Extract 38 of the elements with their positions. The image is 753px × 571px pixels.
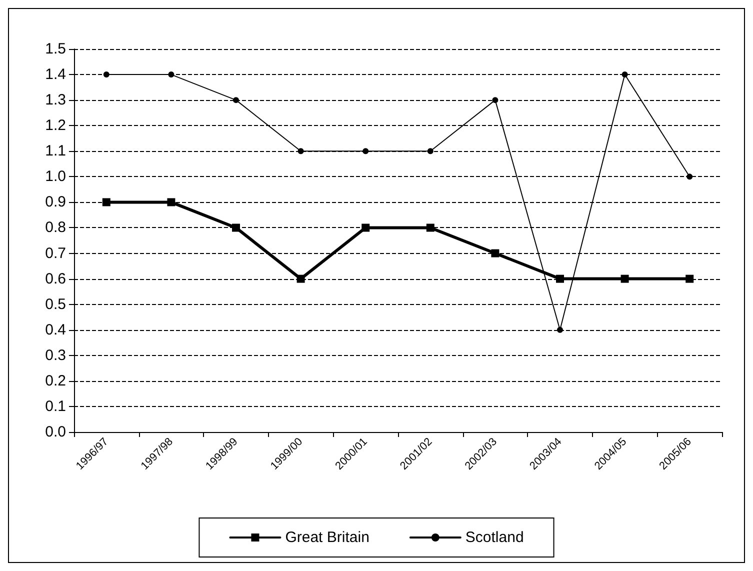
- y-tick-label: 0.5: [45, 296, 66, 313]
- point: [168, 72, 174, 78]
- legend-label: Scotland: [465, 529, 524, 546]
- point: [103, 72, 110, 78]
- point: [686, 174, 693, 180]
- y-tick-label: 1.1: [45, 142, 66, 160]
- y-tick-label: 0.1: [45, 398, 66, 415]
- y-tick-label: 0.7: [45, 244, 66, 262]
- y-tick-label: 1.2: [45, 117, 66, 134]
- y-tick-label: 1.0: [45, 168, 66, 186]
- point: [232, 224, 240, 232]
- y-tick-label: 0.0: [45, 424, 66, 440]
- point: [492, 97, 498, 104]
- y-tick-label: 0.8: [45, 219, 66, 236]
- y-tick-label: 0.3: [45, 346, 66, 364]
- y-tick-label: 1.5: [45, 40, 66, 58]
- point: [686, 274, 694, 283]
- legend-label: Great Britain: [285, 529, 370, 546]
- y-tick-label: 1.3: [45, 92, 66, 109]
- point: [296, 274, 305, 283]
- point: [362, 148, 369, 154]
- point: [233, 97, 239, 104]
- y-tick-label: 0.4: [45, 321, 66, 338]
- y-tick-label: 0.6: [45, 270, 66, 288]
- point: [491, 249, 500, 258]
- point: [298, 148, 304, 154]
- point: [362, 224, 370, 232]
- point: [557, 326, 563, 333]
- point: [620, 274, 629, 283]
- y-tick-label: 0.9: [45, 194, 66, 211]
- point: [622, 72, 628, 78]
- point: [167, 198, 176, 206]
- point: [426, 224, 434, 232]
- point: [556, 274, 564, 283]
- y-tick-label: 0.2: [45, 372, 66, 390]
- point: [102, 198, 110, 206]
- point: [427, 148, 434, 154]
- y-tick-label: 1.4: [45, 66, 66, 84]
